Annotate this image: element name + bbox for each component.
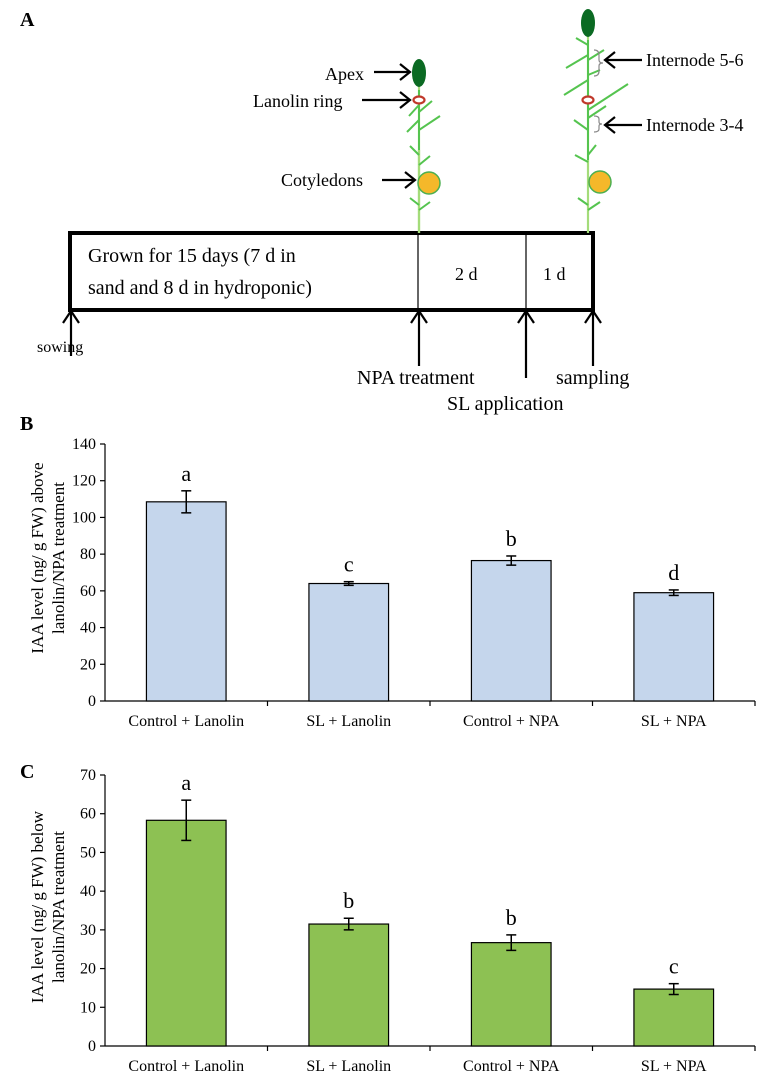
bar: [145, 819, 227, 1047]
y-tick-label: 20: [80, 961, 96, 978]
npa-treatment-label: NPA treatment: [357, 367, 475, 389]
panel-a: A Grown for 15 days (7 d in sand and 8 d…: [20, 9, 743, 415]
apex-icon: [412, 59, 426, 87]
y-tick-label: 60: [80, 806, 96, 823]
internode-3-4-label: Internode 3-4: [646, 115, 743, 135]
timeline-segment-2d: 2 d: [455, 264, 478, 284]
lanolin-ring-icon: [412, 95, 426, 105]
significance-letter: d: [668, 560, 679, 585]
internode-5-6-label: Internode 5-6: [646, 50, 743, 70]
chart-b-plot: 0 20 40 60 80 100 120 140 a Control + Lanolin c SL …: [72, 436, 756, 730]
timeline-text-line2: sand and 8 d in hydroponic): [88, 277, 312, 299]
sowing-label: sowing: [37, 339, 83, 356]
label-arrows: [362, 51, 642, 189]
category-label: SL + Lanolin: [306, 1058, 391, 1075]
significance-letter: c: [344, 552, 354, 577]
y-tick-label: 120: [72, 473, 96, 490]
y-axis-label-line2: lanolin/NPA treatment: [49, 831, 68, 983]
y-tick-label: 60: [80, 583, 96, 600]
y-tick-label: 70: [80, 767, 96, 784]
timeline-segment-1d: 1 d: [543, 264, 566, 284]
sampling-label: sampling: [556, 367, 629, 389]
category-label: SL + NPA: [641, 1058, 707, 1075]
y-tick-label: 20: [80, 656, 96, 673]
bar: [308, 923, 390, 1047]
y-tick-label: 80: [80, 546, 96, 563]
y-tick-label: 0: [88, 693, 96, 710]
bar: [470, 942, 552, 1047]
y-tick-label: 100: [72, 509, 96, 526]
category-label: SL + NPA: [641, 713, 707, 730]
y-tick-label: 140: [72, 436, 96, 453]
panel-c: C IAA level (ng/ g FW) below lanolin/NPA…: [20, 761, 756, 1075]
chart-c-plot: 0 10 20 30 40 50 60 70 a Control + Lanolin b SL + L…: [80, 767, 756, 1075]
bar: [633, 592, 715, 702]
bar: [633, 988, 715, 1047]
y-tick-label: 30: [80, 922, 96, 939]
significance-letter: b: [343, 888, 354, 913]
significance-letter: b: [506, 905, 517, 930]
cotyledon-icon: [417, 171, 441, 195]
bar: [145, 501, 227, 702]
timeline-text-line1: Grown for 15 days (7 d in: [88, 245, 296, 267]
y-tick-label: 40: [80, 883, 96, 900]
internode-bracket-icon: [593, 49, 604, 77]
panel-c-label: C: [20, 761, 34, 783]
category-label: Control + NPA: [463, 713, 560, 730]
significance-letter: a: [181, 770, 191, 795]
apex-label: Apex: [325, 64, 364, 84]
timeline-box: [68, 231, 595, 312]
significance-letter: a: [181, 461, 191, 486]
category-label: Control + Lanolin: [128, 713, 244, 730]
panel-b-label: B: [20, 413, 33, 435]
panel-a-label: A: [20, 9, 35, 31]
y-tick-label: 10: [80, 999, 96, 1016]
significance-letter: c: [669, 954, 679, 979]
apex-icon: [581, 9, 595, 37]
category-label: Control + Lanolin: [128, 1058, 244, 1075]
panel-b: B IAA level (ng/ g FW) above lanolin/NPA…: [20, 413, 756, 730]
y-axis-label-line1: IAA level (ng/ g FW) below: [28, 810, 47, 1003]
cotyledon-icon: [588, 170, 612, 194]
category-label: SL + Lanolin: [306, 713, 391, 730]
y-tick-label: 0: [88, 1038, 96, 1055]
up-arrows: [62, 309, 602, 378]
lanolin-ring-icon: [581, 95, 595, 105]
lanolin-ring-label: Lanolin ring: [253, 91, 342, 111]
y-tick-label: 40: [80, 620, 96, 637]
bar: [308, 582, 390, 702]
bar: [470, 559, 552, 702]
significance-letter: b: [506, 526, 517, 551]
y-tick-label: 50: [80, 844, 96, 861]
y-axis-label-line1: IAA level (ng/ g FW) above: [28, 462, 47, 653]
cotyledons-label: Cotyledons: [281, 170, 363, 190]
sl-application-label: SL application: [447, 393, 563, 415]
category-label: Control + NPA: [463, 1058, 560, 1075]
y-axis-label-line2: lanolin/NPA treatment: [49, 482, 68, 634]
plant-illustration-1: [406, 59, 441, 233]
plant-illustration-2: [563, 9, 629, 233]
internode-bracket-icon: [593, 115, 603, 133]
